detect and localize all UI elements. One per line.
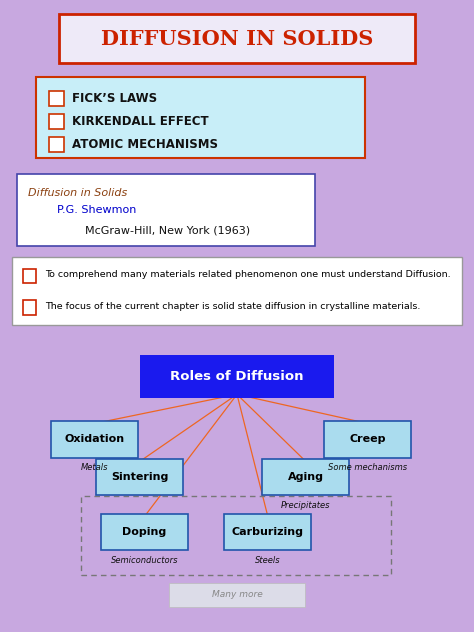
FancyBboxPatch shape [36,77,365,158]
FancyBboxPatch shape [23,300,36,315]
Text: FICK’S LAWS: FICK’S LAWS [72,92,157,105]
FancyBboxPatch shape [52,421,138,458]
FancyBboxPatch shape [17,174,315,246]
Text: Some mechanisms: Some mechanisms [328,463,407,471]
FancyBboxPatch shape [49,114,64,129]
FancyBboxPatch shape [224,514,311,550]
Text: Sintering: Sintering [111,472,169,482]
Text: The focus of the current chapter is solid state diffusion in crystalline materia: The focus of the current chapter is soli… [45,302,420,311]
FancyBboxPatch shape [49,91,64,106]
Text: To comprehend many materials related phenomenon one must understand Diffusion.: To comprehend many materials related phe… [45,270,451,279]
Text: Roles of Diffusion: Roles of Diffusion [170,370,304,382]
FancyBboxPatch shape [101,514,188,550]
Text: Doping: Doping [122,527,167,537]
FancyBboxPatch shape [140,355,334,398]
Text: Steels: Steels [255,556,281,564]
FancyBboxPatch shape [49,137,64,152]
FancyBboxPatch shape [169,583,305,607]
FancyBboxPatch shape [262,459,349,495]
Text: Many more: Many more [211,590,263,599]
Text: ATOMIC MECHANISMS: ATOMIC MECHANISMS [72,138,218,150]
Text: DIFFUSION IN SOLIDS: DIFFUSION IN SOLIDS [101,28,373,49]
Text: KIRKENDALL EFFECT: KIRKENDALL EFFECT [72,115,209,128]
Text: Carburizing: Carburizing [232,527,304,537]
Text: McGraw-Hill, New York (1963): McGraw-Hill, New York (1963) [85,226,250,236]
Text: Semiconductors: Semiconductors [111,556,178,564]
Text: Metals: Metals [81,463,109,471]
Text: Precipitates: Precipitates [281,501,330,509]
FancyBboxPatch shape [96,459,183,495]
Text: Diffusion in Solids: Diffusion in Solids [28,188,128,198]
Text: P.G. Shewmon: P.G. Shewmon [57,205,136,215]
FancyBboxPatch shape [12,257,462,325]
FancyBboxPatch shape [324,421,410,458]
FancyBboxPatch shape [23,269,36,283]
FancyBboxPatch shape [59,14,415,63]
Text: Oxidation: Oxidation [65,434,125,444]
Text: Aging: Aging [288,472,324,482]
Text: Creep: Creep [349,434,386,444]
